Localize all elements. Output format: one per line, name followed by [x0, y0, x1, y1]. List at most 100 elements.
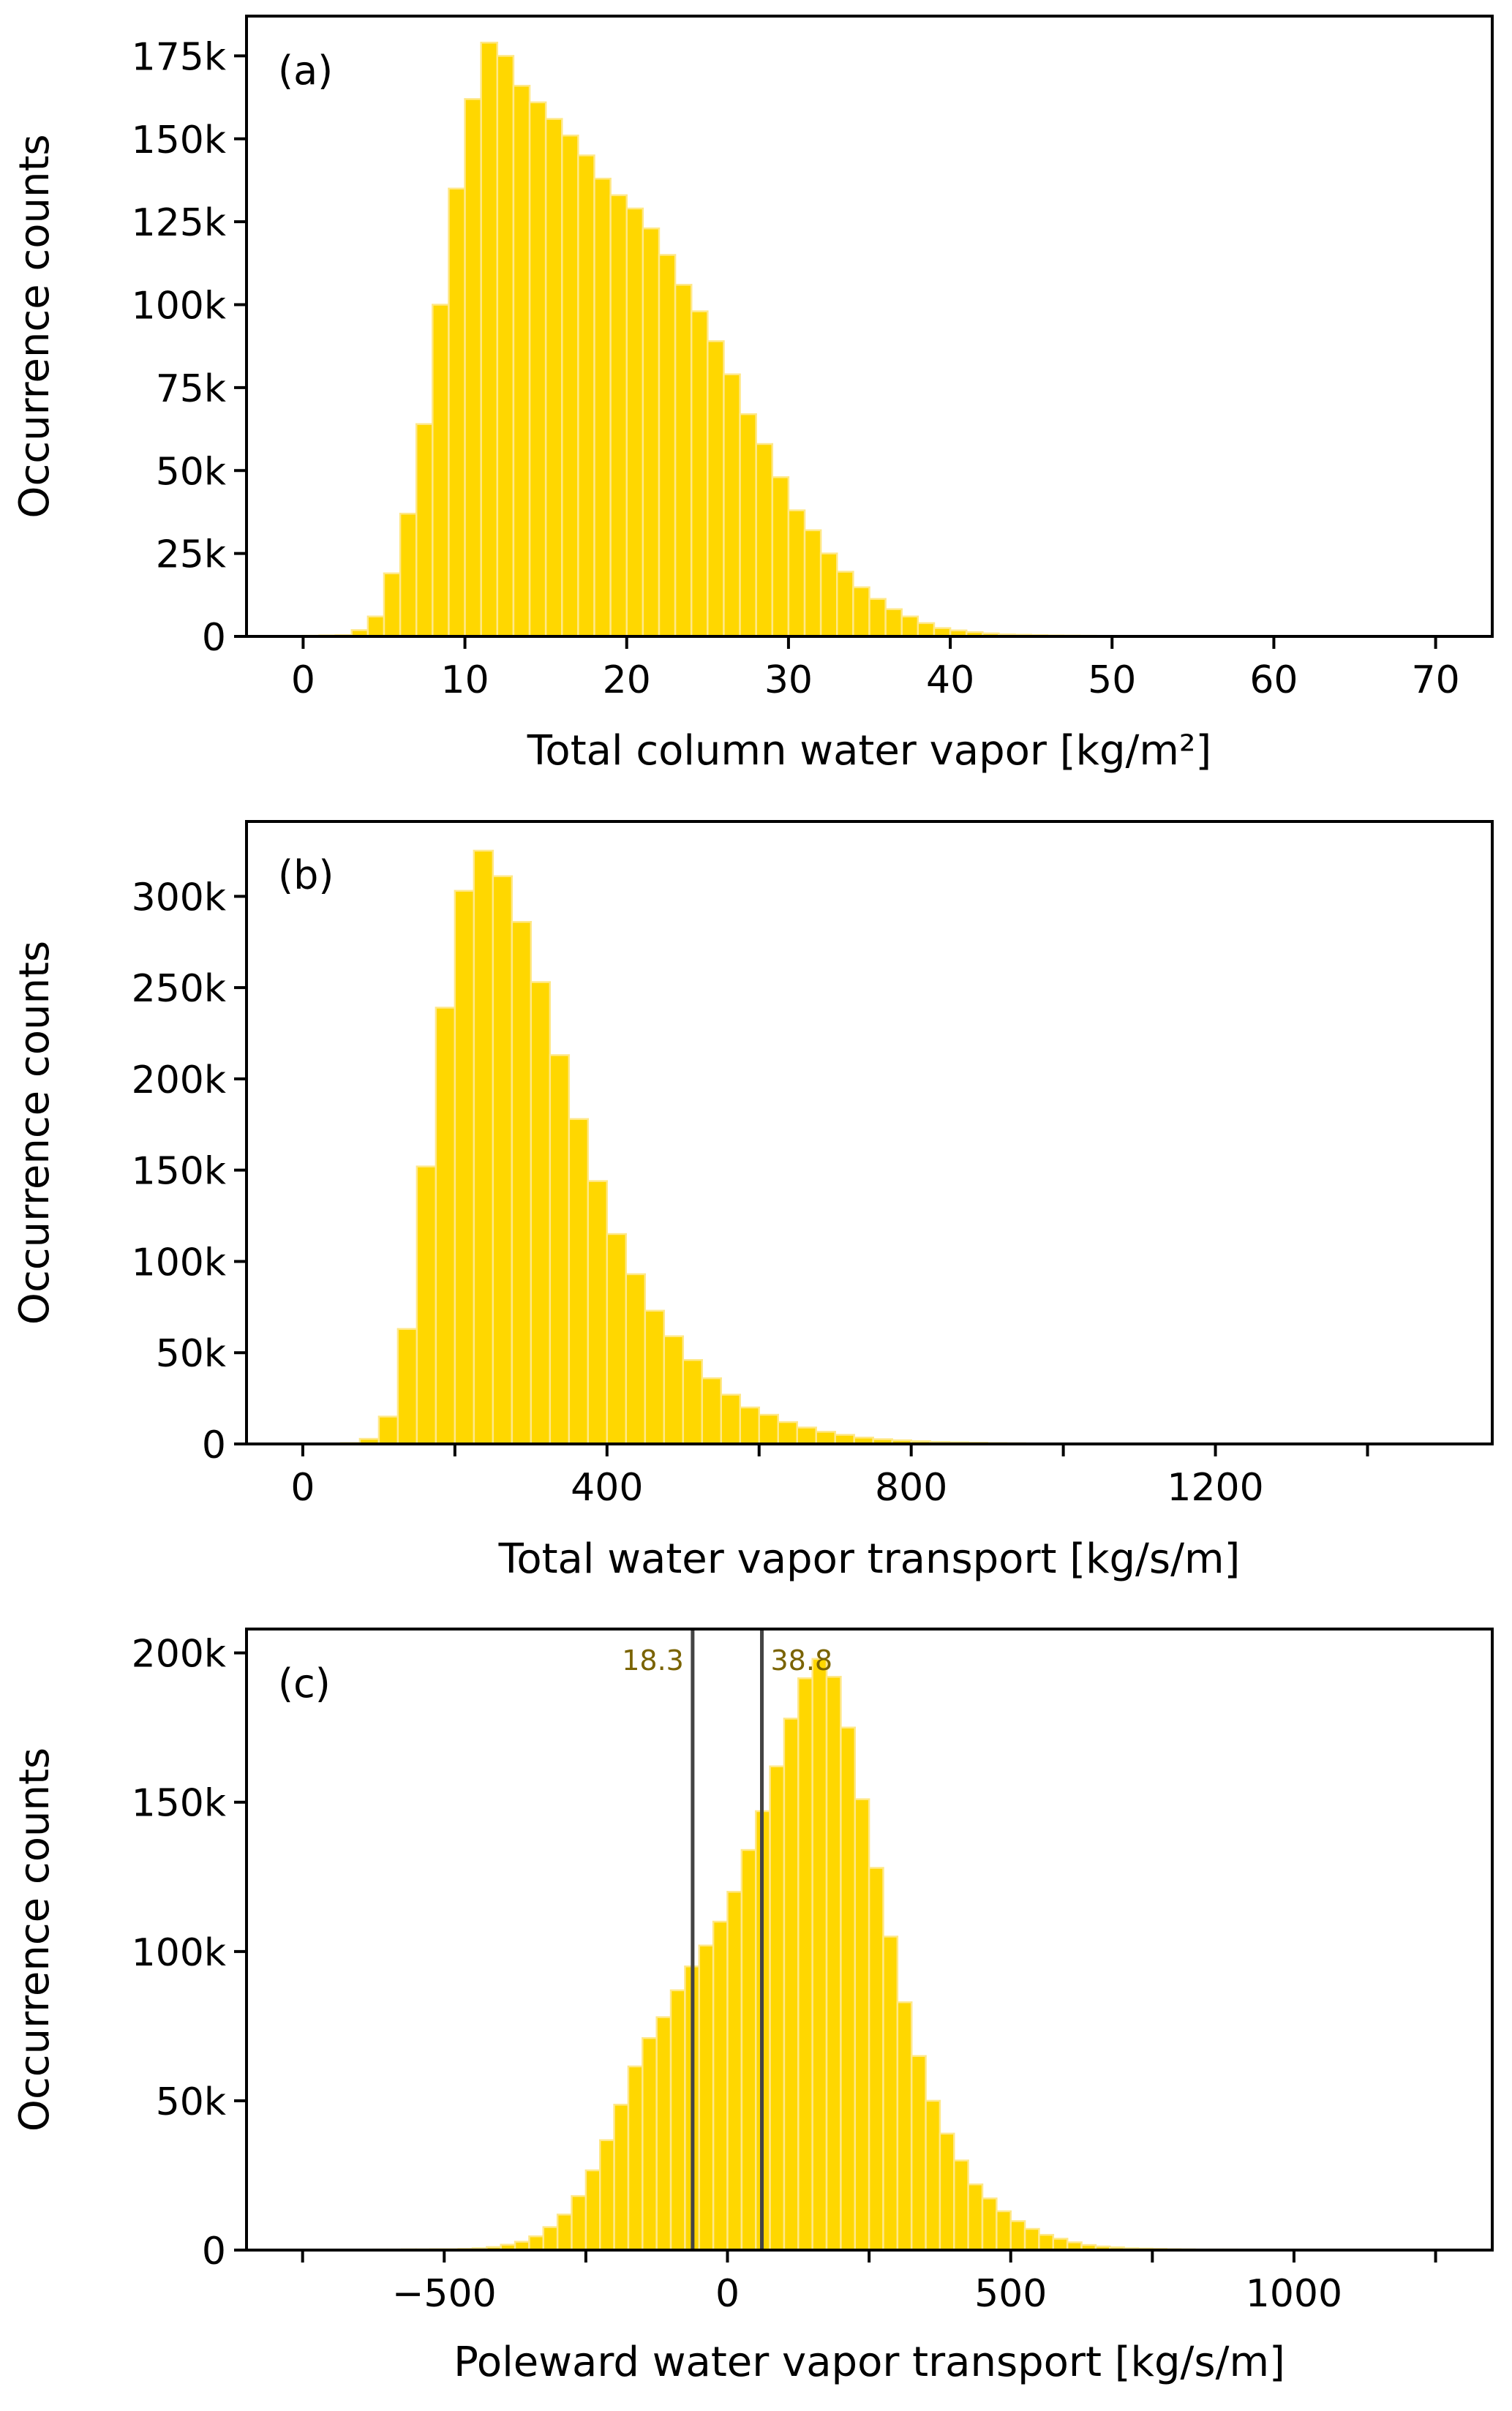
- histogram-bar: [528, 101, 547, 638]
- histogram-bar: [815, 1431, 836, 1445]
- x-tick-label: 500: [974, 2272, 1047, 2316]
- histogram-bar: [496, 55, 515, 638]
- y-tick-label: 50k: [156, 1332, 226, 1376]
- x-tick-label: 60: [1249, 658, 1298, 702]
- y-tick-label: 150k: [132, 1150, 226, 1194]
- x-tick-label: 0: [290, 1466, 315, 1510]
- histogram-bar: [625, 207, 644, 638]
- y-tick-label: 75k: [156, 367, 226, 411]
- histogram-bar: [811, 1658, 828, 2252]
- histogram-bar: [740, 1848, 757, 2252]
- panel-letter: (b): [278, 852, 334, 898]
- y-axis-label: Occurrence counts: [11, 134, 59, 518]
- histogram-bar: [658, 254, 677, 638]
- histogram-bar: [599, 2139, 615, 2252]
- y-axis-label: Occurrence counts: [11, 941, 59, 1325]
- histogram-bar: [1038, 2233, 1055, 2252]
- histogram-bar: [530, 981, 552, 1445]
- histogram-bar: [627, 2065, 644, 2252]
- y-tick-label: 200k: [132, 1058, 226, 1102]
- histogram-bar: [663, 1335, 685, 1445]
- x-tick-label: 40: [926, 658, 974, 702]
- histogram-bar: [464, 98, 482, 638]
- histogram-bar: [396, 1328, 418, 1445]
- histogram-bar: [739, 1406, 760, 1445]
- histogram-bar: [454, 889, 475, 1445]
- x-tick-label: 800: [875, 1466, 947, 1510]
- histogram-bar: [682, 1358, 704, 1445]
- histogram-bar: [755, 443, 774, 638]
- histogram-bar: [868, 1867, 884, 2252]
- histogram-bar: [882, 1936, 899, 2252]
- histogram-bar: [769, 1765, 786, 2252]
- x-tick-label: 50: [1088, 658, 1136, 702]
- histogram-bar: [854, 1798, 870, 2252]
- histogram-bar: [690, 310, 709, 638]
- histogram-bar: [625, 1273, 647, 1445]
- histogram-bar: [432, 304, 450, 638]
- histogram-bar: [512, 84, 531, 638]
- y-tick-label: 200k: [132, 1633, 226, 1677]
- histogram-bar: [577, 154, 595, 638]
- x-tick-label: 400: [571, 1466, 643, 1510]
- histogram-bar: [642, 227, 661, 638]
- x-tick-label: 1000: [1246, 2272, 1342, 2316]
- y-tick-label: 50k: [156, 450, 226, 494]
- histogram-bar: [900, 615, 919, 638]
- y-axis-label: Occurrence counts: [11, 1748, 59, 2132]
- histogram-bar: [777, 1421, 798, 1445]
- histogram-bar: [642, 2036, 658, 2252]
- x-tick-label: 70: [1412, 658, 1460, 702]
- y-tick-label: 175k: [132, 35, 226, 79]
- histogram-bar: [511, 921, 533, 1445]
- histogram-bar: [584, 2169, 601, 2252]
- histogram-bar: [415, 423, 434, 638]
- histogram-bar: [819, 552, 838, 638]
- histogram-bar: [953, 2159, 969, 2252]
- histogram-bar: [571, 2194, 587, 2252]
- y-tick-label: 300k: [132, 876, 226, 919]
- histogram-bar: [726, 1890, 743, 2252]
- histogram-bar: [701, 1377, 723, 1445]
- axes-frame: [245, 820, 1494, 1445]
- histogram-bar: [609, 194, 628, 638]
- histogram-bar: [399, 512, 418, 638]
- histogram-bar: [377, 1415, 399, 1445]
- histogram-bar: [787, 509, 806, 638]
- histogram-bar: [587, 1180, 609, 1445]
- histogram-bar: [606, 1233, 628, 1445]
- x-tick-label: −500: [392, 2272, 497, 2316]
- axes-frame: [245, 15, 1494, 638]
- histogram-bar: [967, 2183, 984, 2252]
- y-tick-label: 125k: [132, 201, 226, 245]
- threshold-label: 38.8: [771, 1644, 833, 1677]
- histogram-bar: [480, 42, 499, 638]
- histogram-bar: [544, 118, 563, 638]
- y-tick-label: 100k: [132, 1931, 226, 1975]
- histogram-bar: [593, 177, 612, 638]
- histogram-bar: [674, 284, 693, 638]
- histogram-bar: [492, 875, 514, 1445]
- histogram-bar: [568, 1118, 590, 1445]
- y-tick-label: 250k: [132, 967, 226, 1011]
- histogram-bar: [771, 476, 790, 638]
- panel-c: 18.3 38.8 −500 0 500 1000 0 50k 100k 150k 200k Pole…: [11, 1628, 1494, 2386]
- histogram-bar: [549, 1054, 571, 1445]
- histogram-bar: [783, 1718, 800, 2252]
- x-tick-label: 30: [764, 658, 813, 702]
- x-tick-label: 0: [291, 658, 315, 702]
- histogram-bar: [644, 1309, 666, 1445]
- histogram-bar: [868, 598, 887, 638]
- histogram-bar: [720, 1393, 742, 1445]
- panel-a: 0 10 20 30 40 50 60 70 0 25k 50k 75k 100k 125k 150k 175…: [11, 15, 1494, 775]
- x-tick-label: 20: [603, 658, 651, 702]
- histogram-bar: [712, 1920, 729, 2252]
- histogram-bar: [723, 373, 741, 638]
- histogram-bar: [925, 2099, 941, 2252]
- y-tick-label: 0: [202, 1423, 226, 1467]
- x-tick-label: 1200: [1167, 1466, 1263, 1510]
- histogram-bar: [366, 615, 385, 638]
- histogram-bar: [435, 1007, 456, 1445]
- x-axis-label: Total column water vapor [kg/m²]: [527, 727, 1212, 775]
